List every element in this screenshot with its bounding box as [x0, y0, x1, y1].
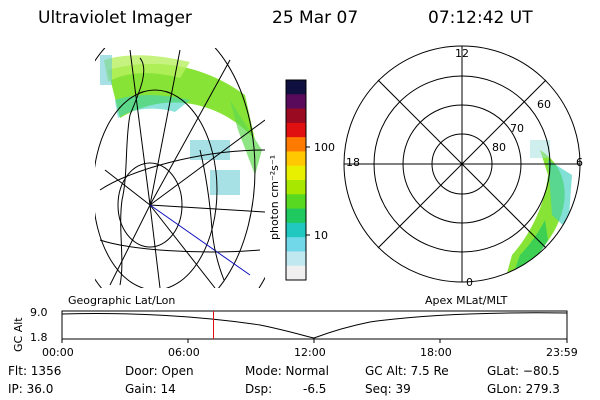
timeline-tick-2359: 23:59	[546, 346, 578, 359]
geographic-label: Geographic Lat/Lon	[68, 294, 176, 307]
polar-mlt-18: 18	[346, 156, 360, 169]
info-gcalt: GC Alt: 7.5 Re	[365, 364, 449, 378]
colorbar-segment	[286, 94, 306, 110]
timeline-tick-1200: 12:00	[294, 346, 326, 359]
info-gain: Gain: 14	[125, 382, 176, 396]
colorbar-segment	[286, 251, 306, 267]
info-mode: Mode: Normal	[245, 364, 329, 378]
colorbar-segment	[286, 222, 306, 238]
colorbar-frame	[285, 79, 307, 281]
polar-lat-80: 80	[492, 141, 506, 154]
colorbar-segment	[286, 151, 306, 167]
colorbar-tick-10: 10	[314, 229, 328, 242]
colorbar-segment	[286, 208, 306, 224]
info-glon: GLon: 279.3	[487, 382, 560, 396]
info-dsp-value: -6.5	[303, 382, 327, 396]
polar-mlt-12: 12	[455, 47, 469, 60]
time-label: 07:12:42 UT	[428, 8, 533, 28]
altitude-timeline	[61, 310, 568, 343]
colorbar-segment	[286, 165, 306, 181]
timeline-tick-0000: 00:00	[42, 346, 74, 359]
timeline-tick-0600: 06:00	[168, 346, 200, 359]
apex-label: Apex MLat/MLT	[425, 294, 508, 307]
colorbar-segment	[286, 80, 306, 95]
geographic-map	[95, 48, 265, 288]
timeline-ylabel: GC Alt	[12, 317, 25, 352]
info-ip: IP: 36.0	[8, 382, 54, 396]
info-door: Door: Open	[125, 364, 194, 378]
colorbar-segment	[286, 237, 306, 252]
colorbar-segment	[286, 265, 306, 281]
info-dsp-label: Dsp:	[245, 382, 273, 396]
sun-meridian	[149, 204, 251, 276]
colorbar-segment	[286, 194, 306, 210]
date-label: 25 Mar 07	[272, 8, 359, 28]
info-seq: Seq: 39	[365, 382, 411, 396]
info-flt: Flt: 1356	[8, 364, 62, 378]
colorbar-segment	[286, 122, 306, 138]
polar-mlt-6: 6	[576, 156, 583, 169]
polar-lat-60: 60	[537, 98, 551, 111]
polar-mlt-0: 0	[466, 276, 473, 289]
polar-lat-70: 70	[510, 122, 524, 135]
timeline-ymax: 9.0	[30, 306, 48, 319]
colorbar-segment	[286, 137, 306, 152]
info-glat: GLat: −80.5	[487, 364, 560, 378]
polar-plot	[343, 45, 581, 283]
colorbar-title: photon cm⁻²s⁻¹	[268, 154, 281, 240]
colorbar	[285, 79, 310, 281]
colorbar-segment	[286, 108, 306, 124]
timeline-tick-1800: 18:00	[420, 346, 452, 359]
instrument-title: Ultraviolet Imager	[38, 8, 192, 28]
colorbar-tick-100: 100	[314, 141, 335, 154]
colorbar-segment	[286, 180, 306, 195]
timeline-ymin: 1.8	[30, 331, 48, 344]
